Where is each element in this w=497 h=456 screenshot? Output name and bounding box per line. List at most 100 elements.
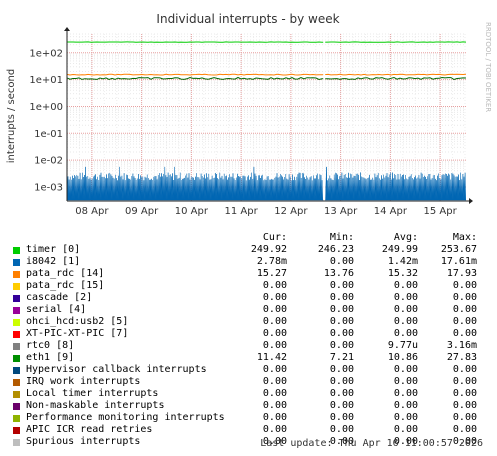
legend-cur: 0.00 <box>262 388 287 399</box>
legend-swatch <box>13 283 20 290</box>
legend-row: Hypervisor callback interrupts 0.00 0.00 0.… <box>0 364 497 376</box>
legend-max: 0.00 <box>452 400 477 411</box>
y-tick-label: 1e+00 <box>29 102 63 113</box>
legend-row: Local timer interrupts 0.00 0.00 0.00 0.00 <box>0 388 497 400</box>
legend-swatch <box>13 247 20 254</box>
legend-table: Cur: Min: Avg: Max: timer [0] 249.92 246.2… <box>0 232 497 448</box>
x-tick-label: 08 Apr <box>75 206 109 217</box>
y-tick-label: 1e+02 <box>29 48 63 59</box>
x-tick-label: 14 Apr <box>374 206 408 217</box>
legend-series-name: serial [4] <box>26 304 87 315</box>
x-tick-label: 13 Apr <box>324 206 358 217</box>
legend-max: 0.00 <box>452 316 477 327</box>
legend-avg: 9.77u <box>387 340 418 351</box>
legend-avg: 0.00 <box>393 316 418 327</box>
legend-swatch <box>13 331 20 338</box>
legend-row: pata_rdc [15] 0.00 0.00 0.00 0.00 <box>0 280 497 292</box>
legend-swatch <box>13 403 20 410</box>
legend-cur: 2.78m <box>256 256 287 267</box>
legend-min: 0.00 <box>329 292 354 303</box>
legend-min: 0.00 <box>329 436 354 447</box>
legend-row: ohci_hcd:usb2 [5] 0.00 0.00 0.00 0.00 <box>0 316 497 328</box>
legend-max: 17.61m <box>440 256 477 267</box>
legend-swatch <box>13 307 20 314</box>
legend-cur: 11.42 <box>256 352 287 363</box>
legend-min: 0.00 <box>329 280 354 291</box>
legend-row: XT-PIC-XT-PIC [7] 0.00 0.00 0.00 0.00 <box>0 328 497 340</box>
legend-avg: 0.00 <box>393 436 418 447</box>
legend-cur: 0.00 <box>262 436 287 447</box>
legend-max: 27.83 <box>446 352 477 363</box>
x-tick-label: 12 Apr <box>274 206 308 217</box>
legend-series-name: ohci_hcd:usb2 [5] <box>26 316 129 327</box>
y-tick-label: 1e-01 <box>34 129 63 140</box>
legend-series-name: pata_rdc [15] <box>26 280 105 291</box>
x-axis-arrow <box>469 198 473 204</box>
legend-max: 253.67 <box>440 244 477 255</box>
legend-swatch <box>13 319 20 326</box>
legend-swatch <box>13 343 20 350</box>
legend-avg: 0.00 <box>393 412 418 423</box>
legend-series-name: IRQ work interrupts <box>26 376 141 387</box>
legend-max: 17.93 <box>446 268 477 279</box>
chart-area: Individual interrupts - by week interrup… <box>6 12 492 217</box>
series-eth1 <box>66 76 467 81</box>
legend-cur: 0.00 <box>262 280 287 291</box>
series-pata-rdc-14 <box>66 73 467 76</box>
y-tick-label: 1e+01 <box>29 75 63 86</box>
legend-series-name: Non-maskable interrupts <box>26 400 165 411</box>
legend-max: 0.00 <box>452 376 477 387</box>
legend-avg: 0.00 <box>393 364 418 375</box>
legend-avg: 249.99 <box>381 244 418 255</box>
legend-swatch <box>13 439 20 446</box>
legend-swatch <box>13 355 20 362</box>
legend-row: IRQ work interrupts 0.00 0.00 0.00 0.00 <box>0 376 497 388</box>
legend-avg: 0.00 <box>393 376 418 387</box>
legend-max: 0.00 <box>452 304 477 315</box>
legend-series-name: Performance monitoring interrupts <box>26 412 225 423</box>
header-max: Max: <box>452 232 477 243</box>
legend-min: 246.23 <box>317 244 354 255</box>
legend-swatch <box>13 295 20 302</box>
legend-rows: timer [0] 249.92 246.23 249.99 253.67 i8042 [… <box>0 244 497 448</box>
legend-cur: 15.27 <box>256 268 287 279</box>
legend-min: 0.00 <box>329 400 354 411</box>
legend-series-name: Spurious interrupts <box>26 436 141 447</box>
legend-cur: 0.00 <box>262 412 287 423</box>
legend-cur: 0.00 <box>262 328 287 339</box>
rrdtool-watermark: RRDTOOL / TOBI OETIKER <box>484 22 492 112</box>
legend-cur: 0.00 <box>262 400 287 411</box>
legend-min: 13.76 <box>323 268 354 279</box>
legend-max: 0.00 <box>452 436 477 447</box>
legend-cur: 0.00 <box>262 292 287 303</box>
legend-row: cascade [2] 0.00 0.00 0.00 0.00 <box>0 292 497 304</box>
legend-cur: 0.00 <box>262 376 287 387</box>
legend-row: Performance monitoring interrupts 0.00 0.0… <box>0 412 497 424</box>
legend-series-name: cascade [2] <box>26 292 93 303</box>
legend-row: eth1 [9] 11.42 7.21 10.86 27.83 <box>0 352 497 364</box>
legend-avg: 0.00 <box>393 292 418 303</box>
legend-series-name: eth1 [9] <box>26 352 75 363</box>
legend-series-name: pata_rdc [14] <box>26 268 105 279</box>
legend-min: 0.00 <box>329 412 354 423</box>
header-cur: Cur: <box>262 232 287 243</box>
legend-cur: 0.00 <box>262 340 287 351</box>
x-tick-label: 10 Apr <box>175 206 209 217</box>
y-axis-arrow <box>64 27 70 31</box>
legend-min: 0.00 <box>329 376 354 387</box>
legend-avg: 0.00 <box>393 424 418 435</box>
legend-min: 0.00 <box>329 316 354 327</box>
legend-avg: 0.00 <box>393 304 418 315</box>
legend-series-name: APIC ICR read retries <box>26 424 153 435</box>
legend-avg: 15.32 <box>387 268 418 279</box>
legend-max: 0.00 <box>452 292 477 303</box>
axis-layer: 1e+02 1e+01 1e+00 1e-01 1e-02 1e-03 08 Apr 09 A… <box>29 27 473 217</box>
legend-max: 0.00 <box>452 412 477 423</box>
legend-row: Spurious interrupts 0.00 0.00 0.00 0.00 <box>0 436 497 448</box>
legend-series-name: timer [0] <box>26 244 81 255</box>
legend-avg: 1.42m <box>387 256 418 267</box>
header-min: Min: <box>329 232 354 243</box>
legend-series-name: Local timer interrupts <box>26 388 159 399</box>
legend-swatch <box>13 259 20 266</box>
legend-swatch <box>13 427 20 434</box>
